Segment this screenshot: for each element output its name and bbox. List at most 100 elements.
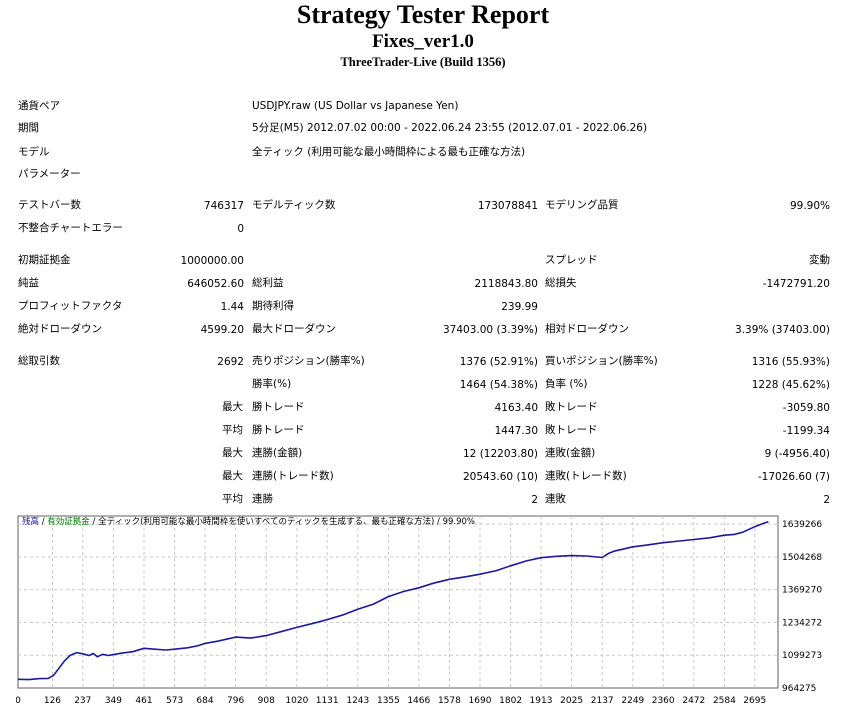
x-tick-label: 237 [74, 696, 91, 706]
legend-equity: 有効証拠金 [47, 517, 90, 527]
average-profit-label: 勝トレード [252, 424, 305, 436]
y-tick-label: 1099273 [782, 651, 822, 661]
expert-name: Fixes_ver1.0 [372, 31, 474, 52]
y-tick-label: 1639266 [782, 520, 822, 530]
x-tick-label: 1802 [499, 696, 522, 706]
bars-value: 746317 [203, 200, 244, 212]
average-loss-label: 敗トレード [545, 424, 598, 436]
max-cons-loss-money-label: 連敗(金額) [545, 447, 596, 459]
x-tick-label: 1131 [316, 696, 339, 706]
x-tick-label: 1690 [469, 696, 492, 706]
max-cons-loss-money-value: 9 (-4956.40) [764, 448, 830, 460]
y-tick-label: 964275 [782, 684, 816, 694]
legend-separator: / [434, 517, 443, 527]
parameters-label: パラメーター [18, 168, 81, 180]
balance-chart-svg: 0 126 237 349 461 573 684 796 908 1020 1131 1243 135… [15, 515, 822, 706]
x-tick-label: 2249 [621, 696, 644, 706]
chart-legend: 残高 / 有効証拠金 / 全ティック(利用可能な最小時間枠を使いすべてのティック… [22, 517, 475, 528]
spread-value: 変動 [809, 254, 830, 266]
expected-payoff-value: 239.99 [501, 301, 538, 313]
gross-loss-label: 総損失 [545, 277, 577, 289]
largest-profit-value: 4163.40 [494, 402, 538, 414]
balance-series-line [17, 521, 769, 681]
profit-factor-value: 1.44 [220, 301, 244, 313]
maximal-drawdown-value: 37403.00 (3.39%) [443, 324, 538, 336]
x-tick-label: 2695 [743, 696, 766, 706]
x-tick-label: 2584 [713, 696, 736, 706]
symbol-label: 通貨ペア [18, 100, 60, 112]
deposit-label: 初期証拠金 [18, 254, 71, 266]
gross-profit-value: 2118843.80 [474, 278, 538, 290]
max-cons-money-prefix: 最大 [222, 447, 243, 459]
x-tick-label: 1466 [407, 696, 430, 706]
largest-prefix: 最大 [222, 401, 243, 413]
symbol-value: USDJPY.raw (US Dollar vs Japanese Yen) [252, 100, 459, 112]
x-tick-label: 796 [227, 696, 244, 706]
x-tick-label: 908 [258, 696, 275, 706]
errors-value: 0 [237, 223, 244, 235]
x-tick-label: 126 [44, 696, 61, 706]
avg-cons-wins-value: 2 [531, 494, 538, 506]
maximal-drawdown-label: 最大ドローダウン [252, 323, 336, 335]
x-tick-label: 684 [196, 696, 213, 706]
largest-profit-label: 勝トレード [252, 401, 305, 413]
loss-trades-label: 負率 (%) [545, 378, 588, 390]
x-tick-label: 573 [166, 696, 183, 706]
period-label: 期間 [18, 122, 39, 134]
report-title: Strategy Tester Report [296, 0, 550, 29]
x-tick-label: 2025 [560, 696, 583, 706]
profit-trades-value: 1464 (54.38%) [459, 379, 538, 391]
errors-label: 不整合チャートエラー [18, 222, 123, 234]
relative-drawdown-value: 3.39% (37403.00) [735, 324, 830, 336]
max-cons-loss-label: 連敗(トレード数) [545, 470, 627, 482]
deposit-value: 1000000.00 [180, 255, 244, 267]
loss-trades-value: 1228 (45.62%) [751, 379, 830, 391]
max-cons-loss-value: -17026.60 (7) [757, 471, 830, 483]
average-prefix: 平均 [222, 424, 243, 436]
avg-cons-loss-value: 2 [823, 494, 830, 506]
relative-drawdown-label: 相対ドローダウン [545, 323, 629, 335]
x-tick-label: 0 [16, 696, 21, 706]
x-tick-label: 1578 [438, 696, 461, 706]
absolute-drawdown-label: 絶対ドローダウン [18, 323, 102, 335]
total-trades-value: 2692 [217, 356, 244, 368]
avg-cons-prefix: 平均 [222, 493, 243, 505]
max-cons-profit-label: 連勝(トレード数) [252, 470, 334, 482]
expected-payoff-label: 期待利得 [252, 300, 294, 312]
absolute-drawdown-value: 4599.20 [200, 324, 244, 336]
gross-profit-label: 総利益 [252, 277, 284, 289]
ticks-label: モデルティック数 [252, 199, 336, 211]
average-profit-value: 1447.30 [494, 425, 538, 437]
avg-cons-loss-label: 連敗 [545, 493, 566, 505]
bars-label: テストバー数 [18, 199, 81, 211]
avg-cons-wins-label: 連勝 [252, 493, 273, 505]
model-value: 全ティック (利用可能な最小時間枠による最も正確な方法) [252, 146, 526, 158]
net-profit-label: 純益 [18, 277, 39, 289]
y-tick-label: 1504268 [782, 553, 822, 563]
x-tick-label: 349 [105, 696, 122, 706]
gross-loss-value: -1472791.20 [762, 278, 830, 290]
quality-label: モデリング品質 [545, 199, 619, 211]
x-tick-label: 1243 [346, 696, 369, 706]
model-label: モデル [18, 146, 50, 158]
plot-frame [17, 515, 779, 689]
legend-quality: 99.90% [442, 517, 475, 527]
max-cons-count-prefix: 最大 [222, 470, 243, 482]
max-cons-profit-value: 20543.60 (10) [463, 471, 538, 483]
short-positions-label: 売りポジション(勝率%) [252, 355, 365, 367]
balance-chart: 0 126 237 349 461 573 684 796 908 1020 1131 1243 135… [15, 514, 846, 712]
short-positions-value: 1376 (52.91%) [459, 356, 538, 368]
long-positions-value: 1316 (55.93%) [751, 356, 830, 368]
long-positions-label: 買いポジション(勝率%) [545, 355, 658, 367]
x-tick-label: 2137 [591, 696, 614, 706]
y-tick-label: 1234272 [782, 618, 822, 628]
legend-balance: 残高 [22, 517, 40, 527]
max-cons-wins-money-value: 12 (12203.80) [463, 448, 538, 460]
profit-factor-label: プロフィットファクタ [18, 300, 123, 312]
largest-loss-value: -3059.80 [782, 402, 830, 414]
x-tick-label: 1913 [530, 696, 553, 706]
max-cons-wins-money-label: 連勝(金額) [252, 447, 303, 459]
total-trades-label: 総取引数 [18, 355, 60, 367]
server-build: ThreeTrader-Live (Build 1356) [340, 55, 506, 69]
net-profit-value: 646052.60 [187, 278, 244, 290]
